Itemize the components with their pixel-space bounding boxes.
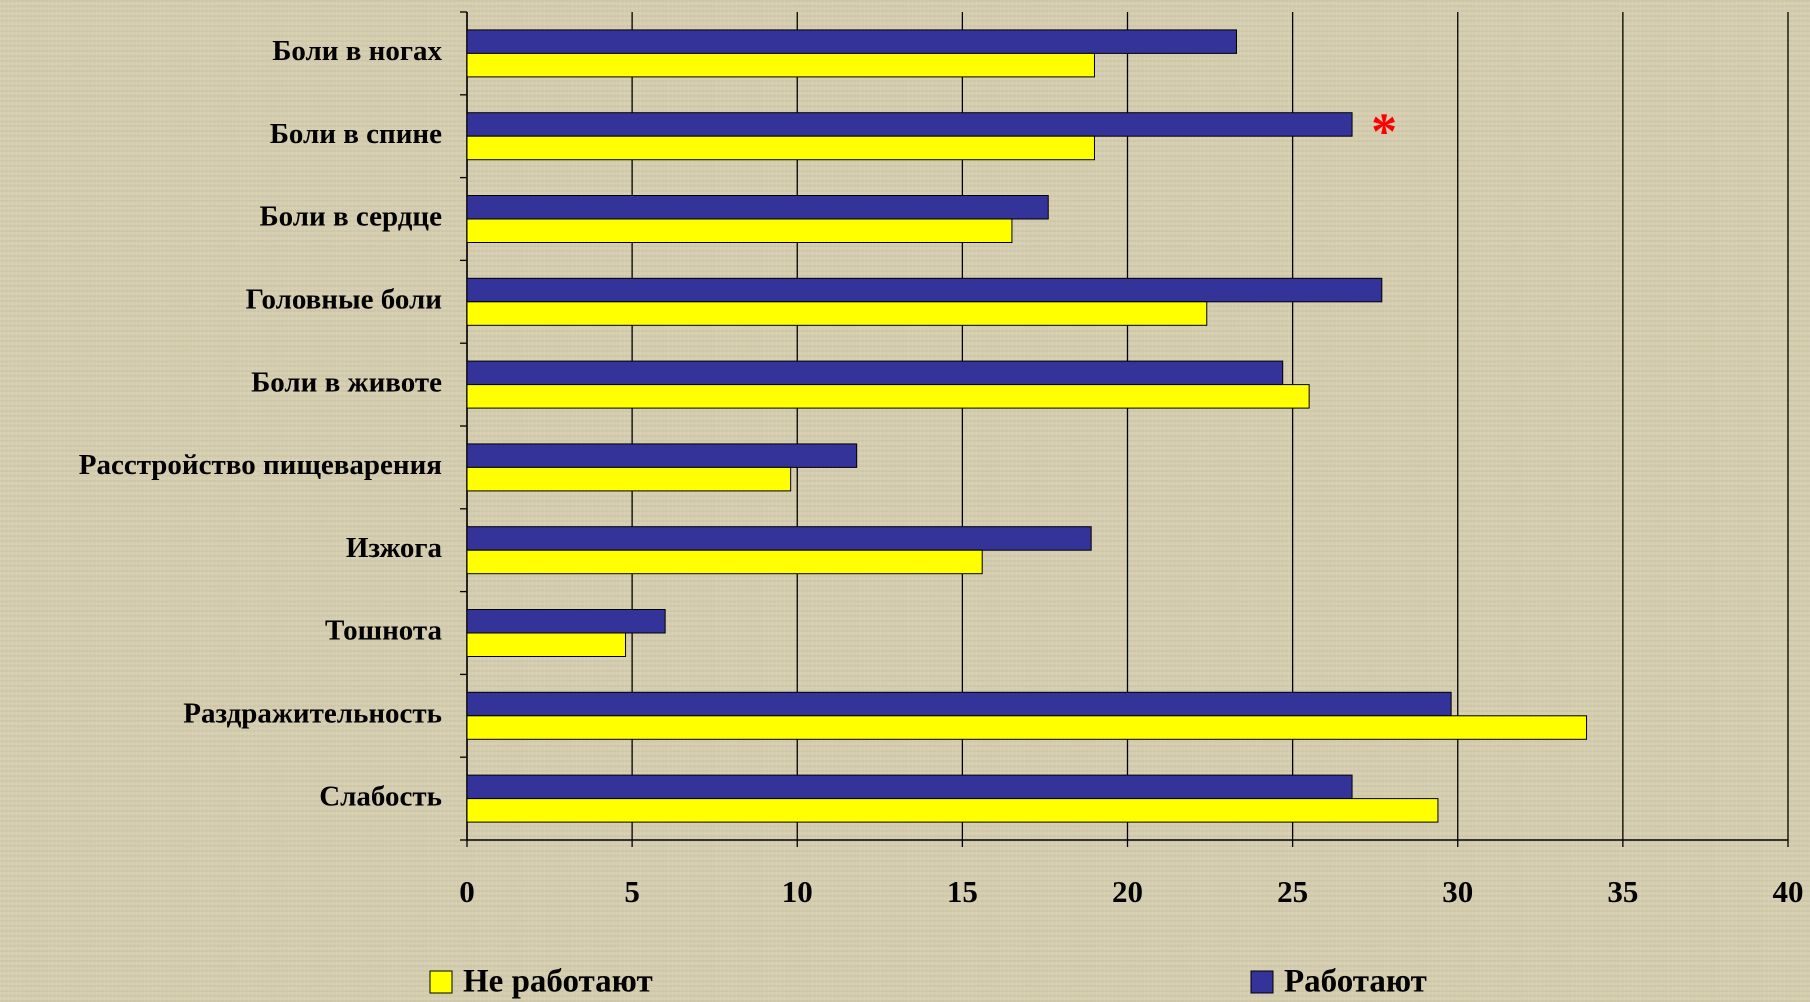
bar: [466, 691, 1452, 717]
y-tick-label: Боли в животе: [251, 366, 442, 398]
x-tick-label: 20: [1112, 874, 1143, 909]
bar: [466, 443, 858, 468]
bar: [466, 301, 1208, 326]
bar: [466, 609, 666, 634]
annotation: *: [1371, 104, 1397, 161]
x-tick-label: 5: [624, 874, 640, 909]
legend-swatch: [1250, 970, 1274, 994]
bar: [466, 277, 1383, 303]
x-tick-label: 15: [947, 874, 978, 909]
x-tick-label: 40: [1773, 874, 1804, 909]
y-tick-label: Боли в ногах: [272, 35, 442, 67]
x-tick-label: 25: [1277, 874, 1308, 909]
bar: [466, 52, 1095, 78]
bar: [466, 549, 983, 575]
legend-label: Работают: [1284, 964, 1427, 1000]
x-tick-label: 35: [1607, 874, 1638, 909]
y-tick-label: Тошнота: [325, 615, 442, 647]
bar: [466, 112, 1353, 137]
bar: [466, 360, 1284, 386]
legend-label: Не работают: [463, 964, 653, 1000]
y-tick-label: Изжога: [346, 532, 443, 564]
y-tick-label: Боли в сердце: [259, 201, 442, 233]
bar: [466, 774, 1353, 800]
y-tick-label: Расстройство пищеварения: [79, 449, 442, 481]
bar: [466, 135, 1095, 161]
bar: [466, 632, 627, 657]
x-tick-label: 30: [1442, 874, 1473, 909]
y-tick-label: Головные боли: [246, 283, 442, 315]
bar: [466, 218, 1013, 243]
x-tick-label: 0: [459, 874, 475, 909]
y-tick-label: Раздражительность: [183, 697, 442, 729]
bar: [466, 384, 1310, 409]
bar: [466, 29, 1237, 54]
bar: [466, 798, 1439, 823]
y-tick-label: Слабость: [319, 780, 442, 812]
bar: [466, 526, 1092, 551]
y-tick-label: Боли в спине: [270, 118, 442, 150]
bar: [466, 466, 792, 492]
x-tick-label: 10: [782, 874, 813, 909]
legend-swatch: [429, 970, 453, 994]
bar: [466, 195, 1049, 220]
bar: [466, 715, 1588, 740]
